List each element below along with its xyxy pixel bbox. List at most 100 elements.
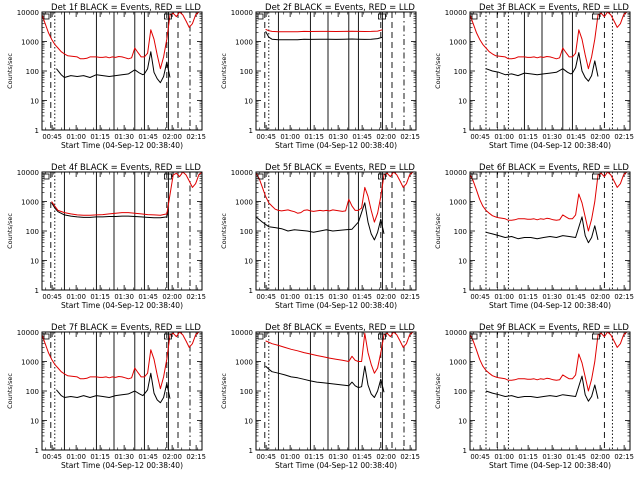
x-tick-label: 02:00 — [162, 133, 182, 141]
flag-square-marker — [163, 333, 172, 340]
plot-area — [50, 172, 202, 290]
lld-series-line — [470, 332, 630, 392]
y-tick-label: 1 — [35, 287, 39, 295]
x-tick-label: 01:15 — [518, 453, 538, 461]
panel-title: Det 4f BLACK = Events, RED = LLD — [51, 163, 201, 173]
x-tick-label: 01:30 — [114, 133, 134, 141]
y-tick-label: 10 — [30, 98, 39, 106]
x-tick-label: 02:15 — [614, 293, 634, 301]
y-tick-label: 10000 — [17, 169, 39, 177]
lld-series-line — [265, 28, 383, 33]
x-tick-label: 01:15 — [304, 453, 324, 461]
flag-square-marker — [471, 173, 478, 180]
x-tick-label: 01:15 — [90, 453, 110, 461]
flag-square-marker — [592, 333, 600, 340]
y-tick-label: 100 — [26, 388, 39, 396]
y-tick-label: 1000 — [235, 199, 253, 207]
x-tick-label: 01:15 — [518, 293, 538, 301]
flag-square-marker — [163, 13, 172, 20]
x-tick-label: 02:15 — [186, 453, 206, 461]
x-tick-label: 01:00 — [66, 133, 86, 141]
panel-3: Det 3f BLACK = Events, RED = LLD Counts/s… — [434, 3, 634, 150]
y-tick-label: 1000 — [21, 359, 39, 367]
y-tick-label: 1000 — [235, 39, 253, 47]
y-axis-label: Counts/sec — [434, 373, 442, 409]
panel-title: Det 8f BLACK = Events, RED = LLD — [265, 323, 415, 333]
panel-title: Det 5f BLACK = Events, RED = LLD — [265, 163, 415, 173]
x-tick-label: 01:45 — [352, 293, 372, 301]
y-tick-label: 10000 — [17, 9, 39, 17]
flag-square-marker — [43, 333, 50, 340]
panel-6: Det 6f BLACK = Events, RED = LLD Counts/s… — [434, 163, 634, 310]
panel-4: Det 4f BLACK = Events, RED = LLD Counts/s… — [6, 163, 206, 310]
axes-frame — [255, 331, 417, 451]
events-series-line — [485, 216, 599, 244]
x-tick-label: 01:00 — [280, 293, 300, 301]
x-axis-label: Start Time (04-Sep-12 00:38:40) — [489, 301, 611, 310]
y-tick-label: 100 — [454, 228, 467, 236]
y-tick-label: 10 — [30, 258, 39, 266]
x-tick-label: 01:45 — [138, 133, 158, 141]
flag-square-marker — [471, 333, 478, 340]
x-tick-label: 01:30 — [114, 453, 134, 461]
x-tick-label: 01:45 — [566, 453, 586, 461]
x-axis-label: Start Time (04-Sep-12 00:38:40) — [275, 461, 397, 470]
x-tick-label: 02:00 — [376, 293, 396, 301]
x-tick-label: 01:15 — [518, 133, 538, 141]
y-tick-label: 1000 — [21, 39, 39, 47]
x-tick-label: 02:15 — [186, 293, 206, 301]
x-tick-label: 02:00 — [162, 293, 182, 301]
x-tick-label: 02:15 — [400, 133, 420, 141]
events-series-line — [256, 202, 385, 241]
x-tick-label: 02:15 — [400, 453, 420, 461]
x-tick-label: 01:30 — [328, 133, 348, 141]
y-tick-label: 100 — [240, 228, 253, 236]
lld-series-line — [42, 12, 202, 70]
x-tick-label: 01:00 — [66, 453, 86, 461]
y-tick-label: 1 — [35, 127, 39, 135]
x-tick-label: 01:30 — [114, 293, 134, 301]
y-tick-label: 10000 — [445, 329, 467, 337]
y-tick-label: 10 — [244, 98, 253, 106]
axes-frame — [469, 171, 631, 291]
panel-7: Det 7f BLACK = Events, RED = LLD Counts/s… — [6, 323, 206, 470]
x-tick-label: 01:30 — [328, 293, 348, 301]
x-tick-label: 01:30 — [542, 133, 562, 141]
y-tick-label: 1000 — [21, 199, 39, 207]
y-tick-label: 1 — [463, 287, 467, 295]
flag-square-marker — [377, 333, 386, 340]
x-tick-label: 01:30 — [542, 453, 562, 461]
events-series-line — [485, 52, 599, 82]
axes-frame — [255, 171, 417, 291]
panel-8: Det 8f BLACK = Events, RED = LLD Counts/s… — [220, 323, 420, 470]
flag-square-marker — [163, 173, 172, 180]
events-series-line — [265, 365, 385, 398]
axes-frame — [469, 331, 631, 451]
plot-area — [42, 12, 202, 130]
y-axis-label: Counts/sec — [220, 53, 228, 89]
x-tick-label: 01:15 — [90, 133, 110, 141]
x-tick-label: 00:45 — [256, 293, 276, 301]
y-tick-label: 1 — [463, 447, 467, 455]
x-tick-label: 02:00 — [590, 453, 610, 461]
y-axis-label: Counts/sec — [220, 213, 228, 249]
y-axis-label: Counts/sec — [6, 53, 14, 89]
x-tick-label: 02:15 — [614, 133, 634, 141]
y-tick-label: 100 — [454, 388, 467, 396]
x-tick-label: 02:00 — [590, 133, 610, 141]
flag-square-marker — [377, 173, 386, 180]
y-axis-label: Counts/sec — [434, 213, 442, 249]
events-series-line — [56, 372, 171, 404]
y-tick-label: 1000 — [449, 39, 467, 47]
events-series-line — [56, 51, 171, 84]
flag-square-marker — [257, 333, 264, 340]
x-tick-label: 02:00 — [590, 293, 610, 301]
y-tick-label: 10 — [30, 418, 39, 426]
x-tick-label: 00:45 — [256, 453, 276, 461]
x-tick-label: 00:45 — [42, 293, 62, 301]
x-tick-label: 00:45 — [470, 133, 490, 141]
x-tick-label: 01:15 — [304, 133, 324, 141]
panel-title: Det 3f BLACK = Events, RED = LLD — [479, 3, 629, 13]
x-tick-label: 01:15 — [90, 293, 110, 301]
x-axis-label: Start Time (04-Sep-12 00:38:40) — [275, 301, 397, 310]
